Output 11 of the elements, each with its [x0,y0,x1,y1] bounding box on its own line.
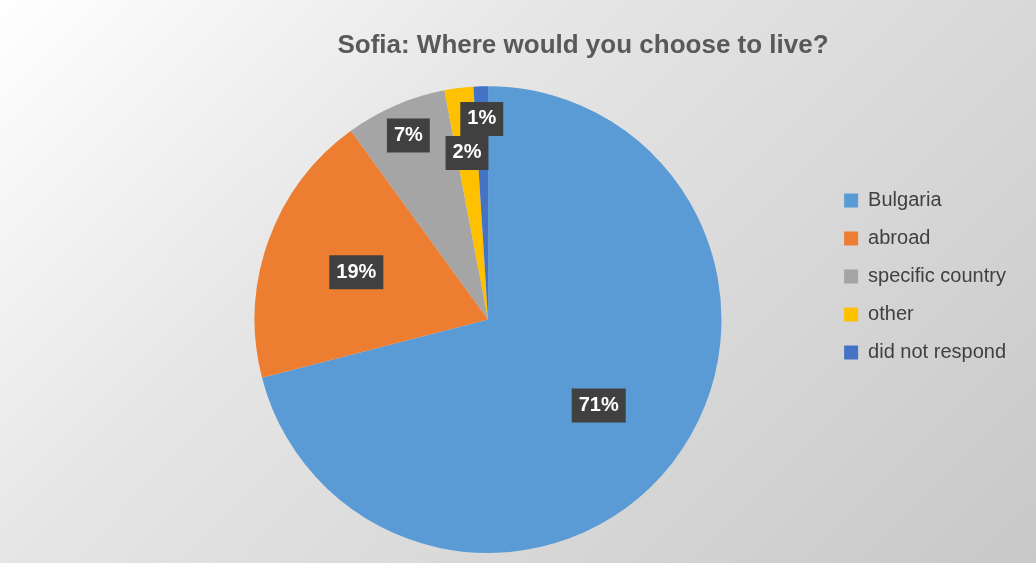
legend-label: abroad [868,226,931,249]
data-label: 7% [393,122,424,145]
legend-label: specific country [868,264,1006,287]
data-label: 2% [452,140,482,163]
data-label: 71% [578,392,619,415]
chart-title: Sofia: Where would you choose to live? [337,28,829,59]
legend-label: did not respond [868,340,1007,363]
data-label: 19% [336,259,377,282]
legend-label: Bulgaria [868,188,943,211]
legend-label: other [868,302,915,325]
data-label: 1% [467,106,497,129]
